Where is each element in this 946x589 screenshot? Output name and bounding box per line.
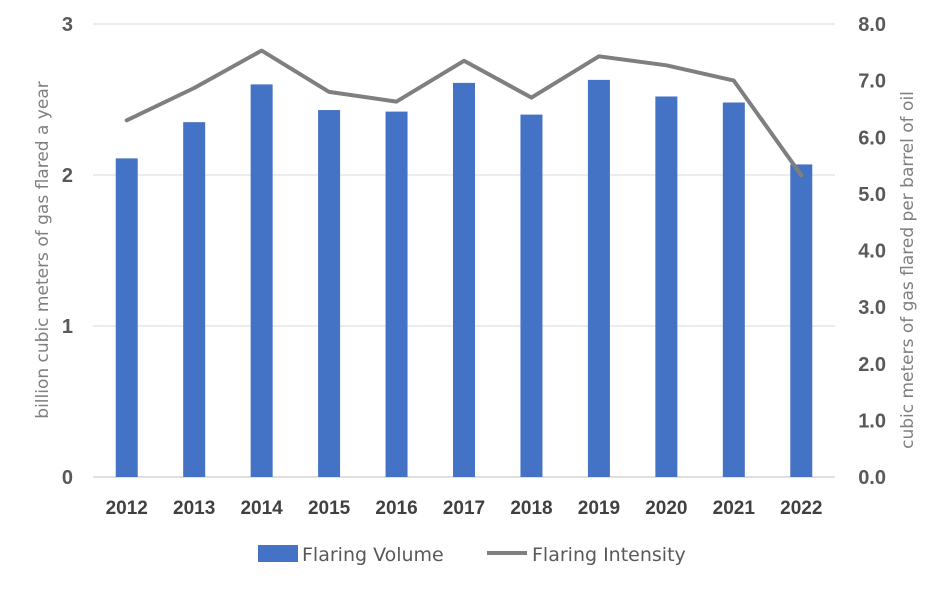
x-tick-label: 2018 — [510, 498, 552, 519]
bar-2017 — [453, 82, 475, 477]
right-tick-label: 0.0 — [858, 467, 886, 489]
bar-2018 — [520, 114, 543, 477]
left-axis-ticks: 0 1 2 3 — [62, 14, 73, 489]
x-tick-label: 2020 — [645, 498, 687, 519]
x-tick-label: 2016 — [375, 498, 417, 519]
x-tick-label: 2013 — [173, 498, 215, 519]
x-tick-label: 2014 — [240, 498, 283, 519]
bar-2021 — [722, 102, 745, 478]
left-tick-label: 2 — [62, 165, 73, 187]
right-tick-label: 4.0 — [858, 241, 886, 263]
right-tick-label: 8.0 — [858, 14, 886, 36]
x-tick-label: 2022 — [780, 498, 822, 519]
flaring-intensity-line — [124, 48, 804, 178]
right-axis-ticks: 0.0 1.0 2.0 3.0 4.0 5.0 6.0 7.0 8.0 — [858, 14, 886, 489]
legend: Flaring Volume Flaring Intensity — [258, 544, 686, 566]
right-tick-label: 6.0 — [858, 127, 886, 149]
bar-2013 — [183, 122, 206, 478]
left-tick-label: 1 — [62, 316, 73, 338]
bar-2014 — [250, 84, 273, 478]
bar-2022 — [790, 164, 813, 477]
bar-2015 — [318, 110, 341, 477]
x-tick-label: 2015 — [308, 498, 351, 519]
right-axis-title: cubic meters of gas flared per barrel of… — [898, 91, 918, 449]
left-tick-label: 3 — [62, 14, 73, 36]
left-axis-title: billion cubic meters of gas flared a yea… — [33, 81, 53, 418]
legend-label-flaring-volume: Flaring Volume — [302, 544, 444, 566]
left-tick-label: 0 — [62, 467, 73, 489]
right-tick-label: 3.0 — [858, 297, 886, 319]
x-tick-label: 2017 — [443, 498, 485, 519]
x-tick-label: 2012 — [106, 498, 148, 519]
bar-2016 — [385, 111, 408, 477]
right-tick-label: 1.0 — [858, 410, 886, 432]
bar-series-flaring-volume — [115, 79, 813, 478]
bar-2019 — [587, 79, 610, 478]
bar-2012 — [115, 158, 138, 477]
x-tick-label: 2019 — [578, 498, 620, 519]
right-tick-label: 7.0 — [858, 71, 886, 93]
x-axis-ticks: 2012 2013 2014 2015 2016 2017 2018 2019 2020 2021… — [106, 498, 823, 519]
legend-label-flaring-intensity: Flaring Intensity — [532, 544, 686, 566]
right-tick-label: 2.0 — [858, 354, 886, 376]
right-tick-label: 5.0 — [858, 184, 886, 206]
x-tick-label: 2021 — [713, 498, 756, 519]
legend-swatch-flaring-volume — [258, 545, 298, 562]
line-series-flaring-intensity — [124, 48, 804, 178]
bar-2020 — [655, 96, 678, 477]
